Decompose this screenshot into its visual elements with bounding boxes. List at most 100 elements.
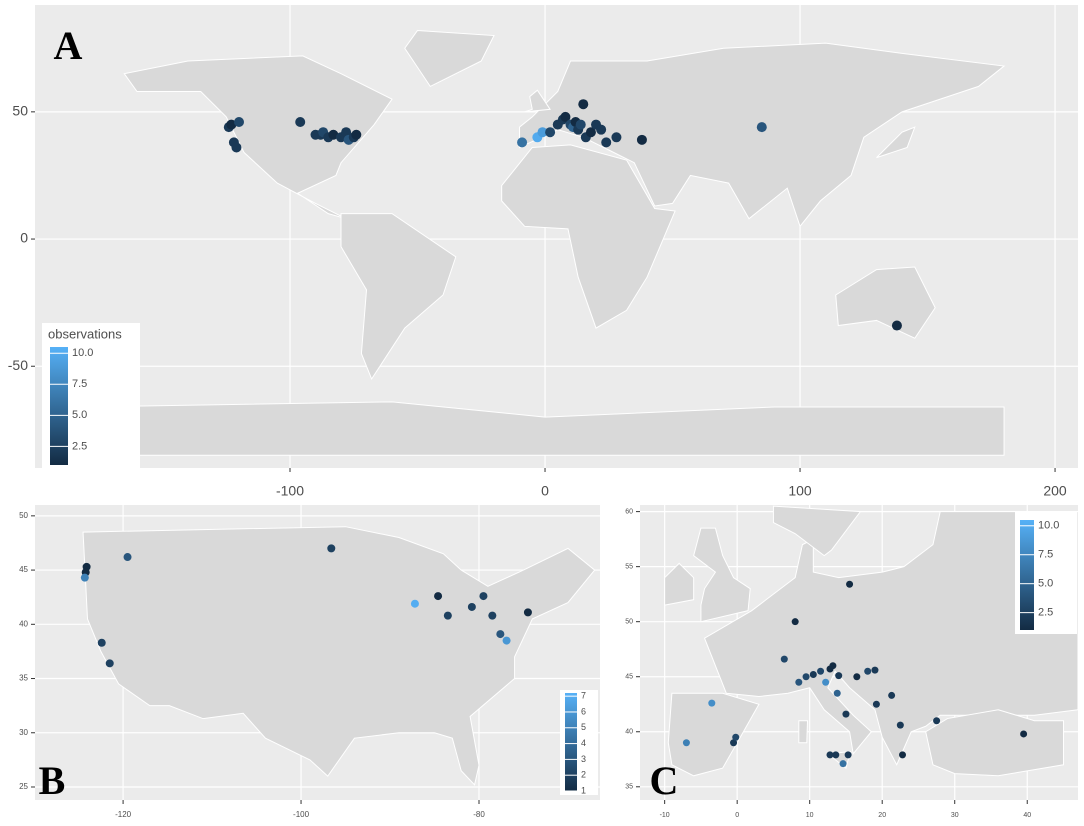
observation-point (835, 672, 843, 680)
observation-point (341, 127, 352, 138)
observation-point (809, 671, 817, 679)
land-shape (798, 720, 809, 744)
y-tick-label: 25 (19, 782, 28, 791)
observation-point (756, 122, 767, 133)
y-tick-label: 40 (625, 729, 633, 736)
colorbar-tick-label: 2 (581, 770, 586, 780)
land-shape (925, 709, 1064, 777)
observation-point (732, 733, 740, 741)
y-tick-label: 45 (19, 565, 28, 574)
observation-point (817, 667, 825, 675)
observation-point (231, 142, 242, 153)
colorbar (565, 693, 577, 791)
observation-point (846, 580, 854, 588)
observation-point (234, 117, 245, 128)
observation-point (467, 602, 476, 611)
observation-point (829, 662, 837, 670)
observation-point (853, 673, 861, 681)
observation-point (488, 611, 497, 620)
colorbar-tick-label: 1 (581, 785, 586, 795)
land (82, 526, 596, 786)
panel-label: A (54, 23, 83, 68)
x-tick-label: 30 (951, 812, 959, 819)
observation-point (708, 699, 716, 707)
panel: -10 0 10 20 30 40 35 40 45 50 55 60 2.5 5.0 7.5 10.0 C (625, 505, 1078, 819)
land-shape (404, 29, 495, 88)
y-tick-label: 60 (625, 508, 633, 515)
observation-point (575, 119, 586, 130)
colorbar-tick-label: 10.0 (72, 347, 93, 359)
observation-point (328, 129, 339, 140)
observation-point (585, 127, 596, 138)
observation-point (832, 751, 840, 759)
colorbar-tick-label: 5.0 (72, 409, 87, 421)
colorbar-tick-label: 2.5 (72, 440, 87, 452)
observation-point (351, 129, 362, 140)
colorbar-tick-label: 3 (581, 754, 586, 764)
land-shape (519, 42, 1006, 228)
land-shape (772, 505, 862, 557)
colorbar-tick-label: 6 (581, 706, 586, 716)
x-tick-label: 20 (878, 812, 886, 819)
observation-point (560, 111, 571, 122)
observation-point (123, 553, 132, 562)
x-tick-label: 10 (806, 812, 814, 819)
y-tick-label: 35 (19, 674, 28, 683)
legend-title: observations (48, 326, 122, 341)
observation-point (479, 592, 488, 601)
observation-point (545, 127, 556, 138)
x-tick-label: 40 (1023, 812, 1031, 819)
y-tick-label: 30 (19, 728, 28, 737)
colorbar-tick-label: 4 (581, 738, 586, 748)
y-tick-label: 50 (12, 103, 28, 119)
observation-point (596, 124, 607, 135)
observation-point (611, 132, 622, 143)
y-tick-label: 50 (625, 619, 633, 626)
land-shape (501, 144, 676, 329)
land-shape (340, 213, 457, 381)
observation-point (434, 592, 443, 601)
colorbar (50, 347, 68, 465)
observation-point (871, 666, 879, 674)
observation-point (899, 751, 907, 759)
land-shape (664, 562, 695, 606)
observation-point (780, 655, 788, 663)
observation-point (97, 638, 106, 647)
panel: -100 0 100 200 -50 0 50 observations 2.5 5.0 7.5 10… (8, 5, 1078, 499)
observation-point (410, 599, 419, 608)
land-shape (835, 266, 936, 339)
observation-point (802, 673, 810, 681)
observation-point (517, 137, 528, 148)
colorbar-tick-label: 2.5 (1038, 607, 1053, 619)
y-tick-label: 35 (625, 784, 633, 791)
observation-point (636, 134, 647, 145)
land-shape (693, 527, 751, 623)
observation-point (443, 611, 452, 620)
observation-point (537, 127, 548, 138)
y-tick-label: 50 (19, 511, 28, 520)
land-shape (524, 89, 552, 113)
land-shape (85, 401, 1005, 456)
observation-point (601, 137, 612, 148)
y-tick-label: 0 (20, 230, 28, 246)
observation-point (839, 760, 847, 768)
observation-point (730, 739, 738, 747)
land-shape (876, 126, 916, 159)
x-tick-label: -10 (660, 812, 670, 819)
land-shape (123, 55, 393, 220)
x-tick-label: -80 (473, 810, 485, 819)
colorbar-tick-label: 5.0 (1038, 578, 1053, 590)
observation-point (502, 636, 511, 645)
x-tick-label: 0 (735, 812, 739, 819)
observation-point (791, 618, 799, 626)
observation-point (864, 667, 872, 675)
panel-label: B (39, 758, 66, 803)
colorbar-tick-label: 7.5 (1038, 549, 1053, 561)
observation-point (933, 717, 941, 725)
observation-point (105, 659, 114, 668)
colorbar-tick-label: 10.0 (1038, 520, 1059, 532)
colorbar-tick-label: 5 (581, 722, 586, 732)
observation-point (327, 544, 336, 553)
